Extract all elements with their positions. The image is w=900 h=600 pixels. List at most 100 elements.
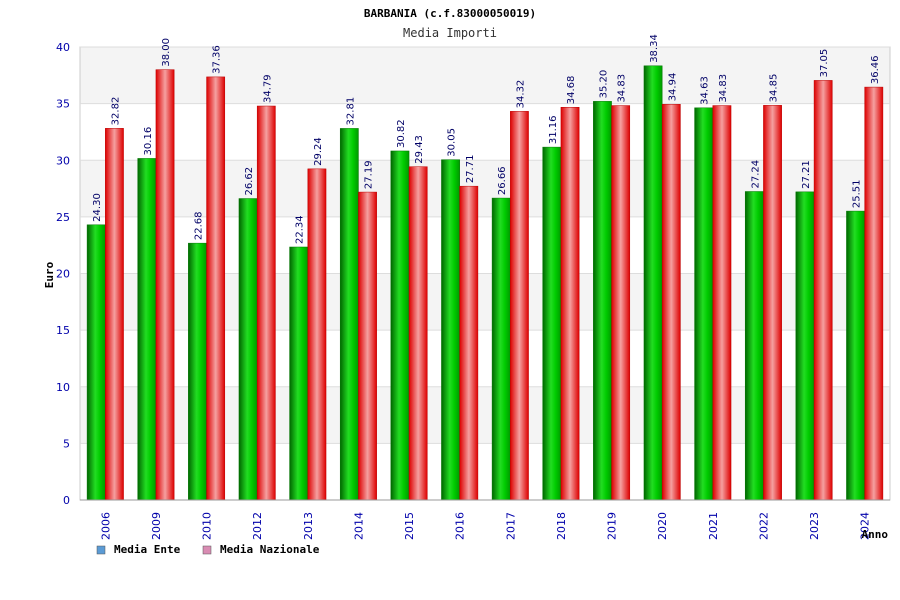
data-label: 29.43: [414, 135, 425, 164]
x-axis-ticks: 2006 2009 2010 2012 2013 2014 2015 2016 2017 2018…: [80, 499, 890, 540]
x-tick-label: 2017: [504, 512, 517, 540]
data-label: 37.36: [212, 45, 223, 74]
bars: [86, 65, 884, 501]
data-label: 22.34: [295, 215, 306, 244]
bar-media-ente-2022: [744, 191, 764, 501]
y-axis-label: Euro: [43, 261, 56, 288]
data-label: 34.83: [718, 74, 729, 103]
bar-media-nazionale-2020: [661, 104, 681, 501]
bar-media-ente-2024: [846, 210, 865, 501]
bar-media-ente-2023: [795, 191, 815, 501]
x-tick-label: 2012: [251, 512, 264, 540]
data-label: 24.30: [92, 193, 103, 222]
data-label: 34.63: [700, 76, 711, 105]
x-tick-label: 2014: [352, 512, 365, 540]
bar-media-ente-2020: [643, 65, 663, 501]
x-tick-label: 2006: [99, 512, 112, 540]
bar-media-nazionale-2010: [206, 76, 226, 501]
x-axis-label: Anno: [862, 528, 889, 541]
bar-media-nazionale-2021: [712, 105, 732, 501]
bar-media-nazionale-2013: [307, 168, 327, 501]
x-tick-label: 2020: [656, 512, 669, 540]
data-label: 27.19: [364, 160, 375, 189]
x-tick-label: 2013: [302, 512, 315, 540]
bar-media-ente-2006: [86, 224, 106, 501]
data-label: 27.71: [465, 155, 476, 184]
y-tick-label: 5: [63, 437, 70, 450]
bar-media-ente-2010: [188, 242, 207, 501]
data-label: 34.94: [667, 73, 678, 102]
bar-media-nazionale-2009: [155, 69, 175, 501]
y-tick-label: 10: [56, 381, 70, 394]
bar-media-nazionale-2023: [813, 80, 833, 501]
data-label: 34.85: [769, 74, 780, 103]
data-label: 34.68: [566, 76, 577, 105]
data-label: 34.83: [617, 74, 628, 103]
data-label: 26.66: [497, 166, 508, 195]
bar-media-nazionale-2014: [358, 191, 377, 501]
x-tick-label: 2018: [555, 512, 568, 540]
bar-media-ente-2012: [238, 198, 258, 501]
data-label: 32.82: [110, 97, 121, 126]
y-tick-label: 40: [56, 41, 70, 54]
bar-media-nazionale-2018: [560, 106, 580, 501]
x-tick-label: 2024: [859, 512, 872, 540]
bar-media-nazionale-2019: [611, 105, 631, 501]
bar-media-nazionale-2015: [408, 166, 428, 501]
y-tick-label: 35: [56, 98, 70, 111]
y-axis-ticks: 0 5 10 15 20 25 30 35 40: [56, 41, 70, 507]
legend-label-media-ente: Media Ente: [114, 543, 181, 556]
data-label: 34.79: [262, 74, 273, 103]
legend: Media Ente Media Nazionale: [96, 543, 320, 556]
bar-media-nazionale-2017: [510, 111, 529, 501]
bar-media-ente-2016: [441, 159, 460, 501]
chart-title: BARBANIA (c.f.83000050019): [364, 7, 536, 20]
data-label: 37.05: [819, 49, 830, 78]
data-label: 22.68: [193, 212, 204, 241]
x-tick-label: 2023: [808, 512, 821, 540]
data-label: 27.21: [801, 160, 812, 189]
bar-media-ente-2015: [390, 150, 410, 501]
bar-media-ente-2009: [137, 158, 157, 501]
data-label: 36.46: [870, 55, 881, 84]
data-label: 31.16: [548, 115, 559, 144]
x-tick-label: 2022: [757, 512, 770, 540]
bar-media-ente-2017: [491, 197, 511, 501]
data-label: 27.24: [750, 160, 761, 189]
x-tick-label: 2009: [150, 512, 163, 540]
y-tick-label: 25: [56, 211, 70, 224]
data-label: 30.82: [396, 119, 407, 148]
data-label: 30.16: [143, 127, 154, 156]
data-label: 32.81: [345, 97, 356, 126]
bar-media-ente-2013: [289, 246, 309, 501]
legend-swatch-media-nazionale: [202, 545, 212, 555]
data-label: 29.24: [313, 137, 324, 166]
x-tick-label: 2019: [606, 512, 619, 540]
bar-media-ente-2019: [593, 101, 612, 501]
x-tick-label: 2021: [707, 512, 720, 540]
y-tick-label: 15: [56, 324, 70, 337]
data-labels: 24.30 32.82 30.16 38.00 22.68 37.36 26.62 34.79…: [92, 34, 881, 244]
data-label: 35.20: [598, 70, 609, 99]
bar-media-ente-2021: [694, 107, 714, 501]
x-tick-label: 2016: [454, 512, 467, 540]
bar-media-ente-2018: [542, 146, 562, 501]
legend-swatch-media-ente: [96, 545, 106, 555]
data-label: 34.32: [515, 80, 526, 109]
bar-media-nazionale-2024: [864, 86, 884, 501]
data-label: 38.00: [161, 38, 172, 67]
bar-media-nazionale-2012: [256, 105, 276, 501]
data-label: 38.34: [649, 34, 660, 63]
y-tick-label: 30: [56, 154, 70, 167]
data-label: 30.05: [447, 128, 458, 157]
data-label: 26.62: [244, 167, 255, 196]
chart-subtitle: Media Importi: [403, 26, 497, 40]
x-tick-label: 2010: [201, 512, 214, 540]
y-tick-label: 0: [63, 494, 70, 507]
bar-media-ente-2014: [339, 128, 359, 501]
bar-media-nazionale-2016: [459, 185, 479, 501]
legend-label-media-nazionale: Media Nazionale: [220, 543, 320, 556]
y-tick-label: 20: [56, 268, 70, 281]
x-tick-label: 2015: [403, 512, 416, 540]
